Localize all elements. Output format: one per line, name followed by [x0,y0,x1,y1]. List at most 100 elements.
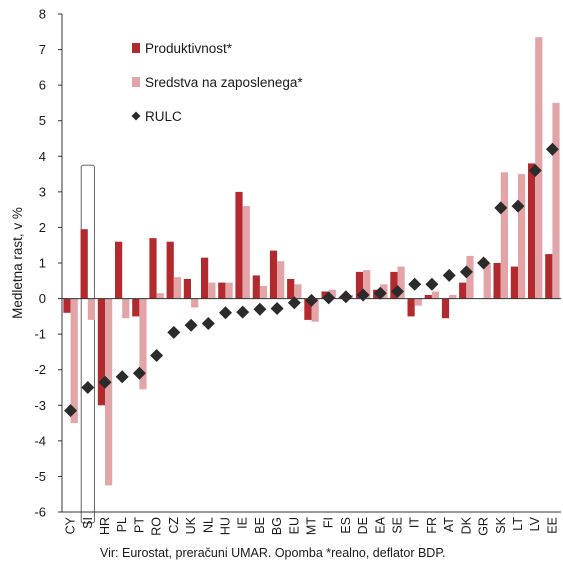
bar-produktivnost-lv [528,163,536,299]
bar-sredstva-hr [105,298,113,486]
rulc-marker-cy [64,404,78,418]
x-tick-label-uk: UK [184,516,198,534]
y-tick-label: 0 [39,291,46,306]
bar-produktivnost-lt [510,266,518,299]
bar-sredstva-it [414,298,422,306]
y-tick-label: -4 [34,433,46,448]
bar-sredstva-gr [483,263,491,299]
bar-sredstva-at [449,295,457,299]
x-ticks: CY SI HR PL PT RO CZ UK NL HU IE BE BG EU MT FI ES DE EA SE… [64,516,560,535]
bar-produktivnost-mt [304,298,312,320]
bar-produktivnost-pl [115,241,123,299]
rulc-marker-es [339,290,353,304]
bar-produktivnost-bg [269,250,278,299]
y-tick-label: 1 [39,256,46,271]
y-tick-label: 6 [39,78,46,93]
bar-sredstva-ee [552,102,560,299]
x-tick-label-se: SE [391,517,405,534]
source-note: Vir: Eurostat, preračuni UMAR. Opomba *r… [100,546,446,560]
rulc-marker-eu [287,296,301,310]
x-tick-label-ie: IE [236,517,250,529]
legend-label-1: Sredstva na zaposlenega* [145,75,303,90]
bar-produktivnost-hr [97,298,105,406]
x-tick-label-eu: EU [287,517,301,534]
rulc-marker-si [81,381,95,394]
x-tick-label-lt: LT [511,517,525,531]
x-tick-label-pt: PT [132,517,146,533]
bar-produktivnost-si [80,229,88,299]
bar-sredstva-nl [208,282,216,299]
bar-sredstva-fi [328,289,336,299]
x-tick-label-ea: EA [373,516,387,533]
rulc-marker-pl [115,370,129,384]
bar-produktivnost-sk [493,263,501,299]
bar-sredstva-be [259,286,268,299]
x-tick-label-pl: PL [115,517,129,532]
bar-sredstva-se [397,266,405,299]
bar-produktivnost-dk [459,282,467,299]
bar-sredstva-si [87,298,95,320]
x-tick-label-si: SI [81,517,95,529]
bar-produktivnost-de [355,271,364,299]
bar-sredstva-lt [518,174,526,299]
rulc-marker-mt [305,293,318,307]
bar-produktivnost-cz [166,241,174,299]
x-tick-label-ro: RO [150,517,164,536]
bar-produktivnost-ro [149,238,157,299]
bar-sredstva-pl [122,298,130,319]
y-ticks: -6 -5 -4 -3 -2 -1 0 1 2 3 4 5 6 7 8 [34,7,62,520]
x-tick-label-it: IT [408,517,422,528]
rulc-marker-nl [201,317,215,330]
bar-sredstva-uk [191,298,199,308]
bar-produktivnost-it [407,298,415,317]
bar-sredstva-cy [70,298,78,424]
bars-layer [63,37,560,524]
bar-produktivnost-pt [132,298,140,317]
bar-produktivnost-se [390,271,398,299]
highlight-box [80,164,95,524]
y-tick-label: -6 [34,505,46,520]
y-tick-label: 5 [39,113,46,128]
rulc-marker-pt [132,366,146,380]
bar-produktivnost-be [252,275,260,299]
bar-sredstva-pt [139,298,147,390]
y-tick-label: 3 [39,184,46,199]
rulc-marker-gr [477,256,491,270]
bar-produktivnost-ee [545,254,553,299]
bar-produktivnost-ie [235,191,243,299]
bar-sredstva-eu [294,284,302,299]
y-axis-label: Medletna rast, v % [10,207,25,319]
rulc-marker-hr [98,375,112,389]
rulc-marker-it [408,277,422,291]
y-tick-label: -2 [34,362,46,377]
bar-sredstva-sk [500,172,508,299]
x-tick-label-lv: LV [528,516,542,531]
rulc-marker-lv [528,164,542,177]
bar-sredstva-ie [242,206,250,299]
x-tick-label-dk: DK [459,516,473,534]
y-tick-label: -5 [34,469,46,484]
bar-produktivnost-eu [287,279,295,299]
bar-sredstva-hu [225,282,233,299]
y-axis-title-group: Medletna rast, v % [10,207,25,319]
rulc-marker-bg [270,302,284,315]
x-tick-label-cy: CY [64,516,78,534]
bar-produktivnost-cy [63,298,71,313]
rulc-marker-be [253,302,267,316]
rulc-marker-ro [150,349,164,362]
legend: Produktivnost* Sredstva na zaposlenega* RU… [131,41,303,124]
x-tick-label-mt: MT [305,517,319,535]
rulc-marker-cz [167,325,181,339]
legend-label-2: RULC [145,109,182,124]
x-tick-label-fr: FR [425,517,439,534]
rulc-marker-se [391,285,404,298]
x-tick-label-nl: NL [201,517,215,533]
rulc-marker-sk [494,201,508,215]
legend-swatch-2 [131,111,141,121]
y-tick-label: 7 [39,42,46,57]
bar-produktivnost-at [441,298,450,319]
rulc-marker-uk [184,318,198,332]
rulc-marker-hu [219,306,232,320]
bar-sredstva-fr [431,291,440,299]
